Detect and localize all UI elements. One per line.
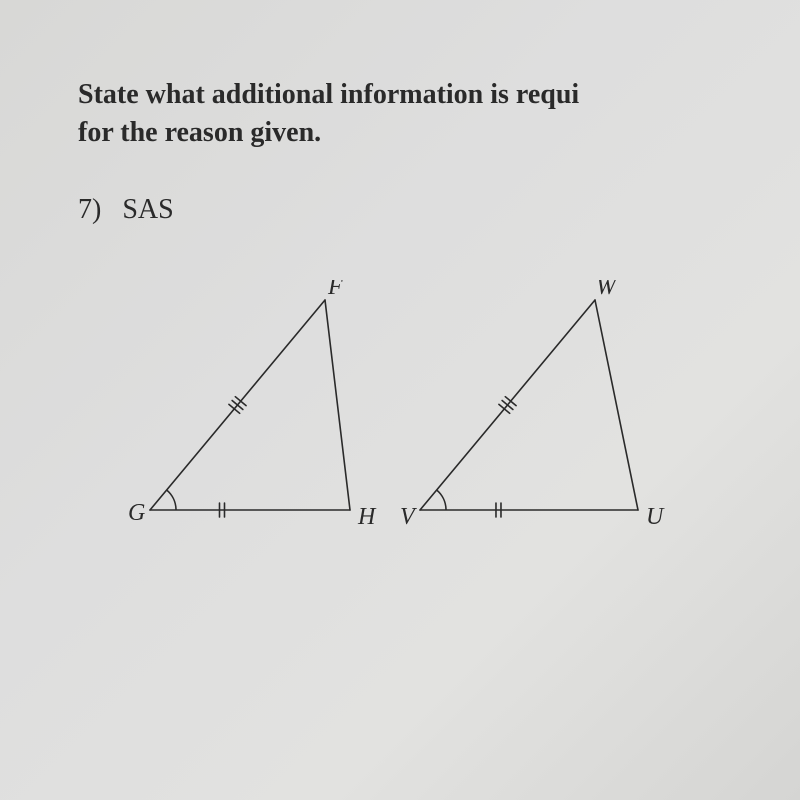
problem-reason: SAS [122, 194, 173, 225]
triangle-left: F G H [128, 280, 377, 530]
instruction-text: State what additional information is req… [78, 76, 579, 152]
worksheet-page: State what additional information is req… [0, 0, 800, 800]
vertex-label-V: V [400, 504, 417, 530]
side [595, 300, 638, 510]
angle-V [437, 490, 446, 510]
vertex-label-U: U [646, 504, 665, 530]
instruction-line2: for the reason given. [78, 117, 321, 148]
vertex-label-F: F [327, 280, 343, 300]
problem-number: 7) [78, 194, 101, 225]
angle-G [167, 490, 176, 510]
side [325, 300, 350, 510]
triangles-diagram: F G H W V U [120, 280, 690, 550]
vertex-label-G: G [128, 500, 145, 526]
vertex-label-H: H [357, 504, 377, 530]
instruction-line1: State what additional information is req… [78, 79, 579, 110]
vertex-label-W: W [596, 280, 618, 300]
problem-label: 7) SAS [78, 194, 174, 226]
triangle-right: W V U [400, 280, 665, 530]
